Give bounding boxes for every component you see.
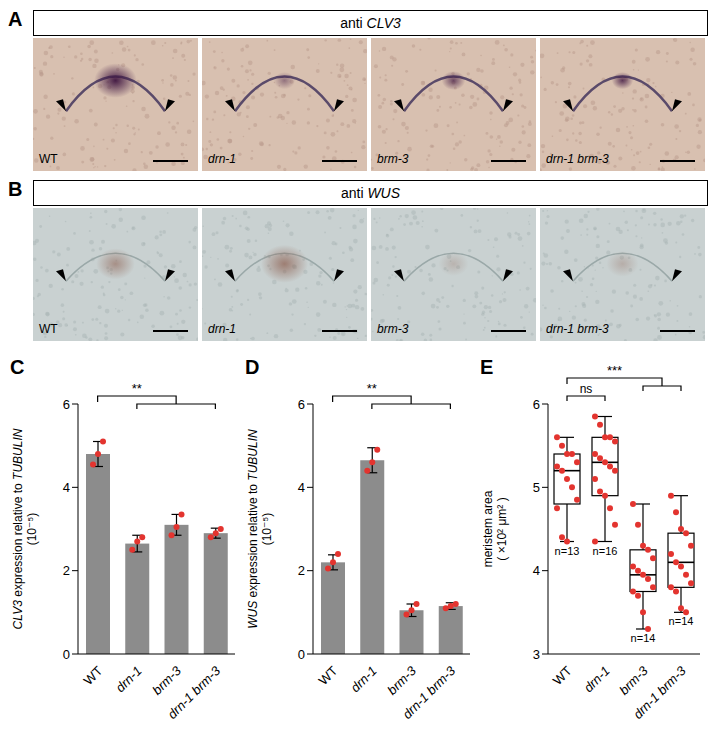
svg-text:WT: WT bbox=[80, 663, 105, 688]
svg-text:brm-3: brm-3 bbox=[384, 663, 419, 698]
svg-text:drn-1 brm-3: drn-1 brm-3 bbox=[630, 663, 689, 722]
svg-text:n=14: n=14 bbox=[631, 632, 656, 644]
svg-text:drn-1 brm-3: drn-1 brm-3 bbox=[400, 663, 459, 722]
svg-text:( ×10² μm² ): ( ×10² μm² ) bbox=[495, 497, 509, 560]
svg-text:E: E bbox=[480, 356, 493, 378]
svg-text:5: 5 bbox=[533, 480, 540, 495]
svg-text:drn-1: drn-1 bbox=[208, 152, 236, 166]
svg-text:brm-3: brm-3 bbox=[149, 663, 184, 698]
svg-text:WT: WT bbox=[39, 152, 58, 166]
html-text:A: A bbox=[8, 8, 23, 30]
svg-text:brm-3: brm-3 bbox=[616, 663, 651, 698]
svg-text:n=13: n=13 bbox=[555, 545, 580, 557]
svg-text:4: 4 bbox=[533, 563, 540, 578]
svg-text:drn-1 brm-3: drn-1 brm-3 bbox=[165, 663, 224, 722]
html-text:anti CLV3: anti CLV3 bbox=[340, 15, 401, 31]
svg-text:**: ** bbox=[132, 381, 142, 396]
svg-text:2: 2 bbox=[63, 563, 70, 578]
svg-text:4: 4 bbox=[298, 480, 305, 495]
svg-text:drn-1 brm-3: drn-1 brm-3 bbox=[546, 152, 609, 166]
svg-text:4: 4 bbox=[63, 480, 70, 495]
svg-text:0: 0 bbox=[298, 647, 305, 662]
svg-text:drn-1: drn-1 bbox=[208, 322, 236, 336]
svg-text:brm-3: brm-3 bbox=[377, 152, 409, 166]
svg-text:WT: WT bbox=[550, 663, 575, 688]
svg-text:(10⁻⁵): (10⁻⁵) bbox=[25, 513, 39, 546]
html-text:anti WUS: anti WUS bbox=[340, 185, 401, 201]
svg-text:6: 6 bbox=[298, 397, 305, 412]
svg-text:C: C bbox=[10, 356, 24, 378]
svg-text:n=16: n=16 bbox=[593, 545, 618, 557]
svg-text:meristem area: meristem area bbox=[481, 490, 495, 567]
svg-text:drn-1: drn-1 bbox=[581, 663, 613, 695]
svg-text:drn-1 brm-3: drn-1 brm-3 bbox=[546, 322, 609, 336]
svg-text:D: D bbox=[245, 356, 259, 378]
svg-text:2: 2 bbox=[298, 563, 305, 578]
svg-text:CLV3 expression relative to T: CLV3 expression relative to TUBULIN bbox=[11, 428, 25, 629]
svg-text:0: 0 bbox=[63, 647, 70, 662]
svg-text:6: 6 bbox=[533, 397, 540, 412]
svg-text:WT: WT bbox=[315, 663, 340, 688]
html-text:B: B bbox=[8, 178, 23, 200]
svg-text:WT: WT bbox=[39, 322, 58, 336]
svg-text:n=14: n=14 bbox=[669, 615, 694, 627]
svg-text:(10⁻⁵): (10⁻⁵) bbox=[260, 513, 274, 546]
svg-text:drn-1: drn-1 bbox=[348, 663, 380, 695]
svg-text:**: ** bbox=[367, 381, 377, 396]
svg-text:3: 3 bbox=[533, 647, 540, 662]
svg-text:drn-1: drn-1 bbox=[113, 663, 145, 695]
svg-text:6: 6 bbox=[63, 397, 70, 412]
svg-text:WUS expression relative to TUB: WUS expression relative to TUBULIN bbox=[246, 429, 260, 629]
svg-text:***: *** bbox=[607, 363, 622, 378]
svg-text:brm-3: brm-3 bbox=[377, 322, 409, 336]
svg-text:ns: ns bbox=[580, 382, 593, 396]
